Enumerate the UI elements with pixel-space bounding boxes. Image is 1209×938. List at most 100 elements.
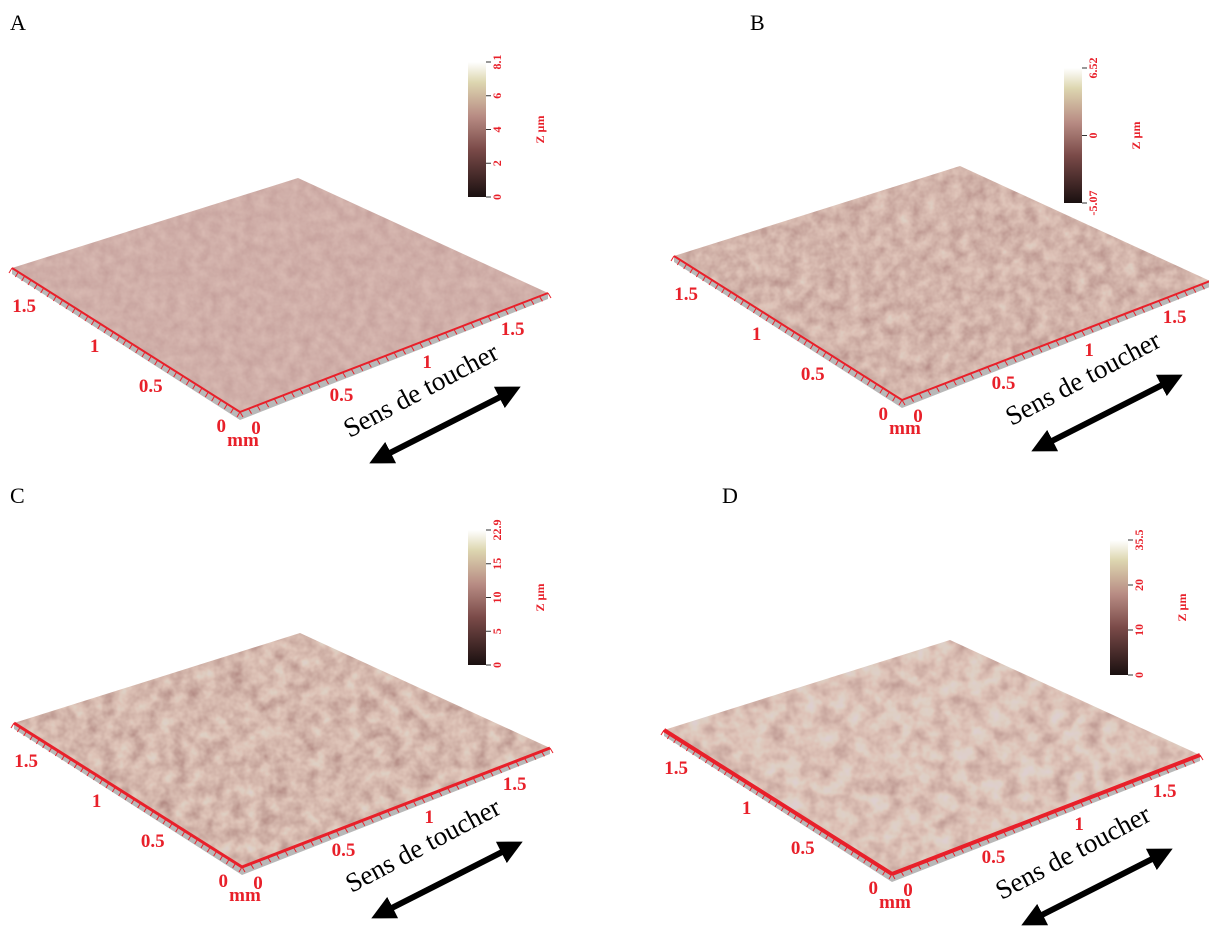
colorbar-tick-label: -5.07 [1086, 191, 1100, 216]
axis-tick [689, 267, 694, 274]
axis-tick [793, 813, 798, 820]
axis-tick [308, 385, 312, 391]
axis-tick [103, 327, 108, 334]
axis-tick [523, 757, 528, 764]
axis-tick [54, 750, 59, 757]
y-tick-label: 0 [217, 416, 227, 437]
x-tick-label: 0.5 [982, 847, 1006, 868]
colorbar-tick-label: 0 [1086, 133, 1100, 139]
y-tick-label: 1 [742, 798, 752, 819]
axis-tick [352, 823, 357, 830]
axis-tick [359, 365, 364, 371]
axis-tick [1124, 313, 1128, 320]
axis-tick [61, 754, 66, 761]
axis-tick [1002, 830, 1007, 837]
axis-tick [806, 821, 811, 828]
axis-tick [835, 359, 840, 366]
axis-tick [673, 737, 678, 744]
y-tick-label: 0 [219, 871, 229, 892]
axis-tick [831, 837, 836, 844]
axis-unit: mm [229, 885, 261, 906]
axis-tick [168, 822, 173, 829]
axis-tick [318, 836, 323, 843]
axis-tick [1132, 310, 1137, 317]
axis-tick [1088, 797, 1093, 804]
axis-tick [446, 787, 451, 793]
axis-tick [194, 838, 199, 845]
axis-tick [660, 729, 665, 736]
axis-tick [978, 369, 983, 376]
axis-tick [1106, 320, 1111, 326]
axis-tick [1114, 787, 1118, 794]
axis-tick [290, 391, 295, 398]
axis-tick [942, 853, 947, 860]
axis-tick [211, 395, 216, 402]
axis-tick [695, 271, 700, 278]
axis-tick [238, 866, 243, 873]
axis-tick [8, 267, 13, 274]
axis-tick [421, 797, 426, 803]
axis-tick [213, 850, 218, 857]
axis-tick [1081, 330, 1086, 336]
axis-tick [995, 363, 1000, 369]
colorbar-tick-label: 6.52 [1086, 58, 1100, 79]
colorbar-tick-label: 0 [1132, 672, 1146, 678]
axis-tick [154, 359, 159, 366]
axis-tick [679, 741, 684, 748]
axis-tick [1183, 290, 1188, 297]
axis-tick [273, 398, 278, 405]
axis-tick [402, 348, 406, 355]
axis-tick [934, 857, 939, 863]
surface-panel: 00.511.500.511.5mm Sens de toucher [670, 166, 1209, 452]
surface-shade [664, 640, 1200, 874]
axis-tick [771, 319, 776, 326]
axis-tick [1047, 343, 1051, 350]
axis-tick [1201, 284, 1205, 290]
axis-tick [46, 291, 51, 298]
axis-tick [333, 375, 338, 381]
axis-tick [927, 389, 932, 396]
axis-tick [282, 395, 287, 401]
y-tick-label: 0.5 [139, 376, 163, 397]
axis-tick [109, 331, 114, 338]
colorbar-tick-label: 2 [490, 160, 504, 166]
axis-tick [790, 331, 795, 338]
x-tick-label: 0.5 [332, 840, 356, 861]
colorbar [468, 62, 486, 197]
axis-tick [327, 833, 331, 840]
axis-tick [344, 827, 349, 833]
y-tick-label: 1.5 [674, 284, 698, 305]
axis-tick [918, 393, 923, 399]
axis-tick [1158, 300, 1163, 307]
axis-tick [33, 283, 38, 290]
axis-tick [530, 299, 535, 305]
axis-tick [1173, 764, 1178, 771]
axis-tick [206, 846, 211, 853]
axis-tick [873, 383, 878, 390]
axis-tick [761, 793, 766, 800]
colorbar-tick-label: 15 [490, 558, 504, 570]
colorbar-tick-label: 8.1 [490, 55, 504, 70]
axis-tick [248, 408, 252, 414]
axis-tick [787, 809, 792, 816]
axis-tick [910, 396, 914, 402]
colorbar-title: Z µm [533, 584, 547, 612]
surface-shade [14, 633, 550, 867]
axis-tick [944, 383, 949, 389]
axis-tick [704, 757, 709, 764]
axis-tick [547, 292, 552, 299]
colorbar-tick-label: 20 [1132, 579, 1146, 591]
axis-tick [385, 355, 389, 362]
axis-tick [230, 407, 235, 414]
axis-tick [369, 817, 374, 823]
axis-tick [21, 275, 26, 282]
colorbar [1064, 68, 1082, 203]
x-tick-label: 1 [1084, 340, 1094, 361]
axis-tick [335, 830, 340, 836]
axis-tick [42, 742, 47, 749]
axis-tick [1166, 297, 1171, 303]
axis-tick [692, 749, 697, 756]
axis-tick [860, 375, 865, 382]
axis-tick [727, 291, 732, 298]
axis-tick [970, 373, 974, 379]
